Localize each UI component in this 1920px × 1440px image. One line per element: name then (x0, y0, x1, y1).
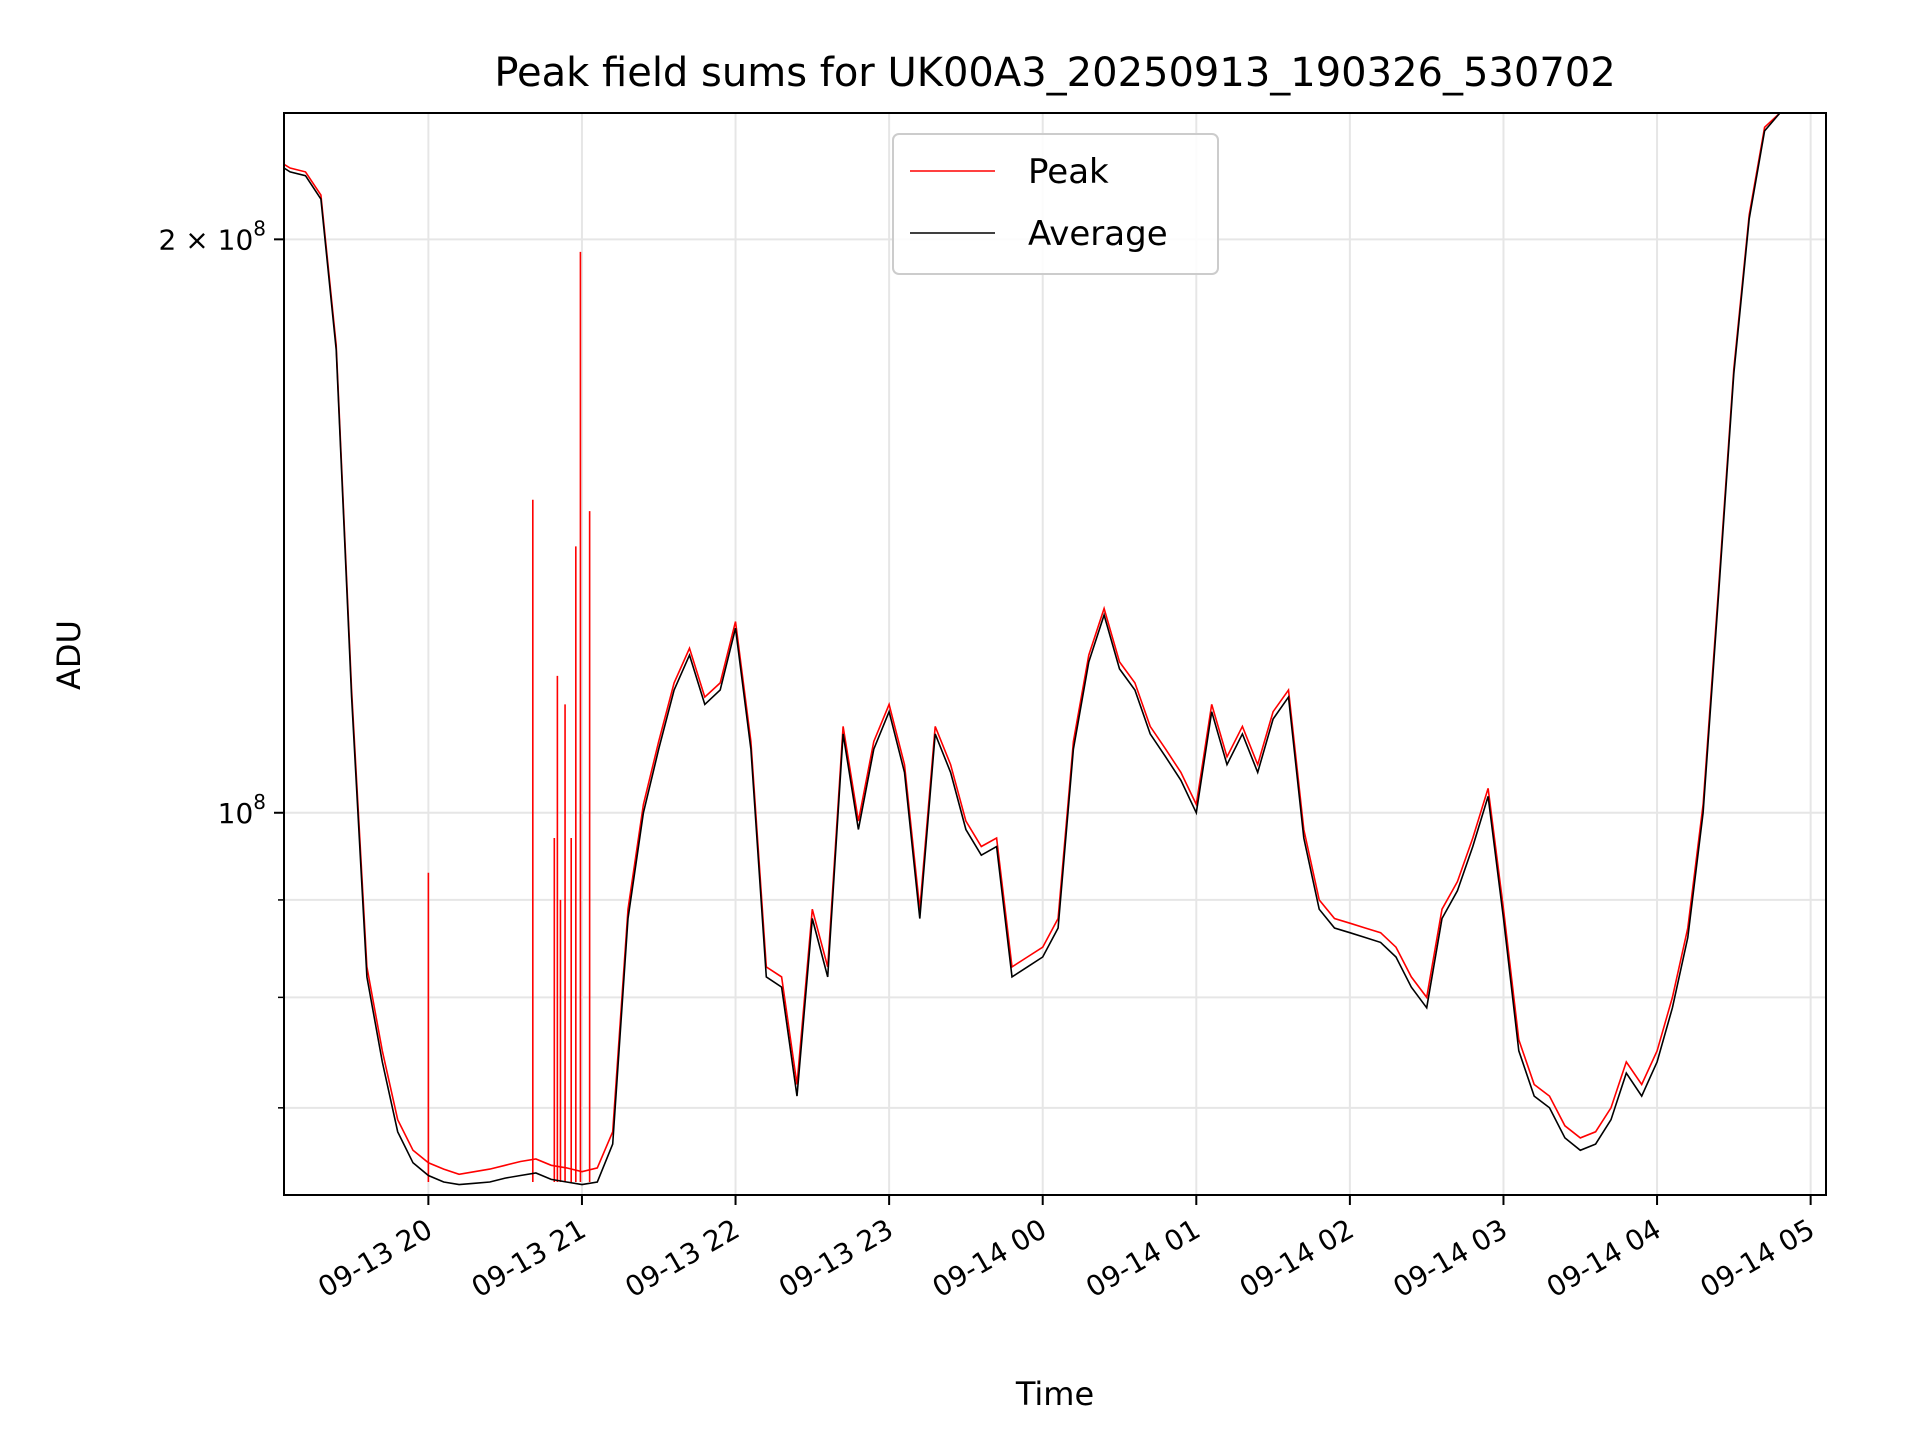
y-axis-label: ADU (50, 620, 88, 690)
peak-spikes (427, 251, 591, 1182)
y-tick-label: 108 (218, 790, 266, 830)
y-tick-label: 2 × 108 (159, 216, 266, 256)
legend-box (892, 133, 1219, 275)
chart-title: Peak field sums for UK00A3_20250913_1903… (494, 50, 1615, 96)
legend-label-peak: Peak (1028, 152, 1109, 192)
grid-layer (284, 113, 1826, 1195)
x-axis-label: Time (1015, 1375, 1094, 1413)
plot-frame (283, 112, 1827, 1196)
series-layer (283, 112, 1826, 1186)
legend-label-average: Average (1028, 214, 1168, 254)
y-tick-label-mantissa: 10 (218, 797, 254, 830)
y-tick-label-mantissa: 2 × 10 (159, 223, 254, 256)
y-tick-label-exponent: 8 (253, 216, 266, 240)
series-line-average (283, 112, 1826, 1186)
y-tick-label-exponent: 8 (253, 790, 266, 814)
legend: Peak Average (892, 133, 1219, 275)
